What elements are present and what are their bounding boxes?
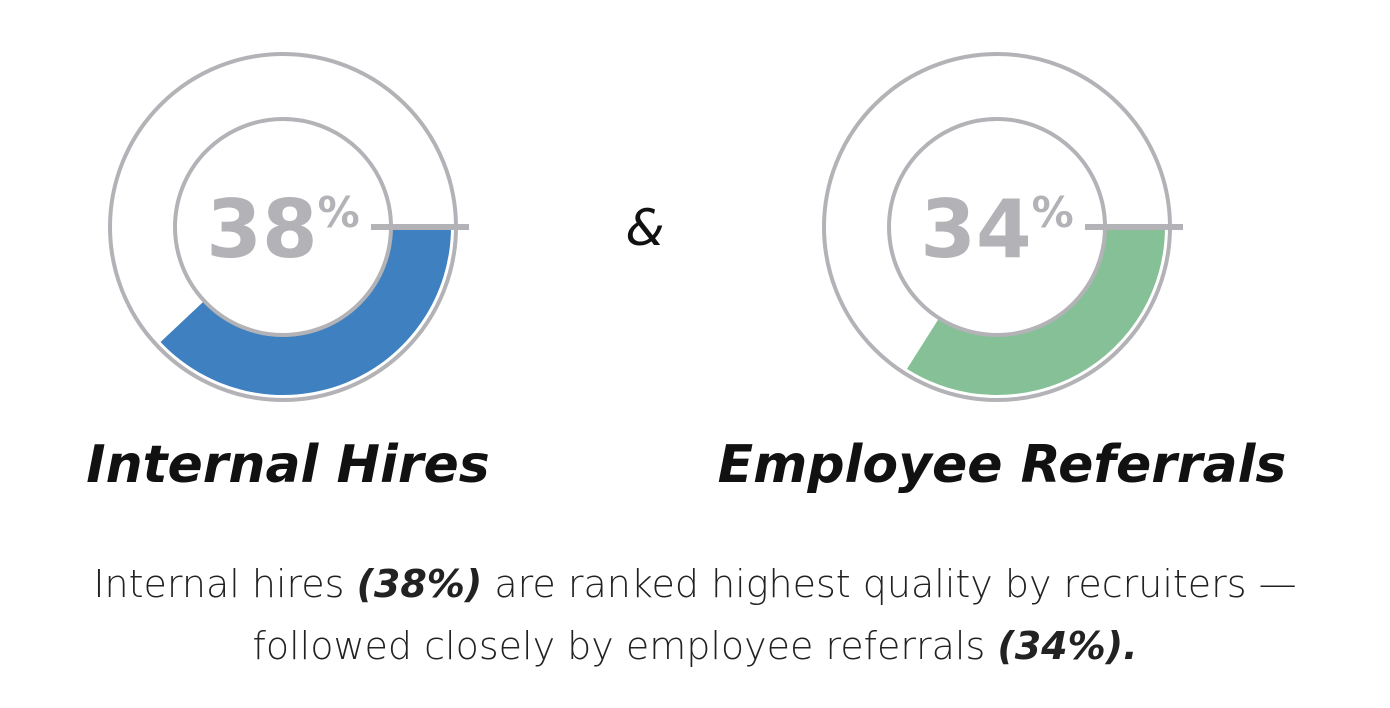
- donut-segment: [160, 227, 451, 395]
- caption-emphasis: (34%).: [997, 624, 1137, 668]
- caption-emphasis: (38%): [357, 562, 483, 606]
- caption-line: Internal hires (38%) are ranked highest …: [93, 562, 1296, 606]
- value-label: 34%: [920, 183, 1073, 276]
- value-label: 38%: [206, 183, 359, 276]
- caption-text: Internal hires: [93, 562, 356, 606]
- chart-title: Internal Hires: [86, 435, 489, 495]
- chart-title: Employee Referrals: [718, 435, 1287, 495]
- caption-text: followed closely by employee referrals: [252, 624, 997, 668]
- caption-line: followed closely by employee referrals (…: [252, 624, 1137, 668]
- connector: &: [626, 199, 665, 257]
- donut-segment: [906, 227, 1165, 396]
- caption-text: are ranked highest quality by recruiters…: [482, 562, 1296, 606]
